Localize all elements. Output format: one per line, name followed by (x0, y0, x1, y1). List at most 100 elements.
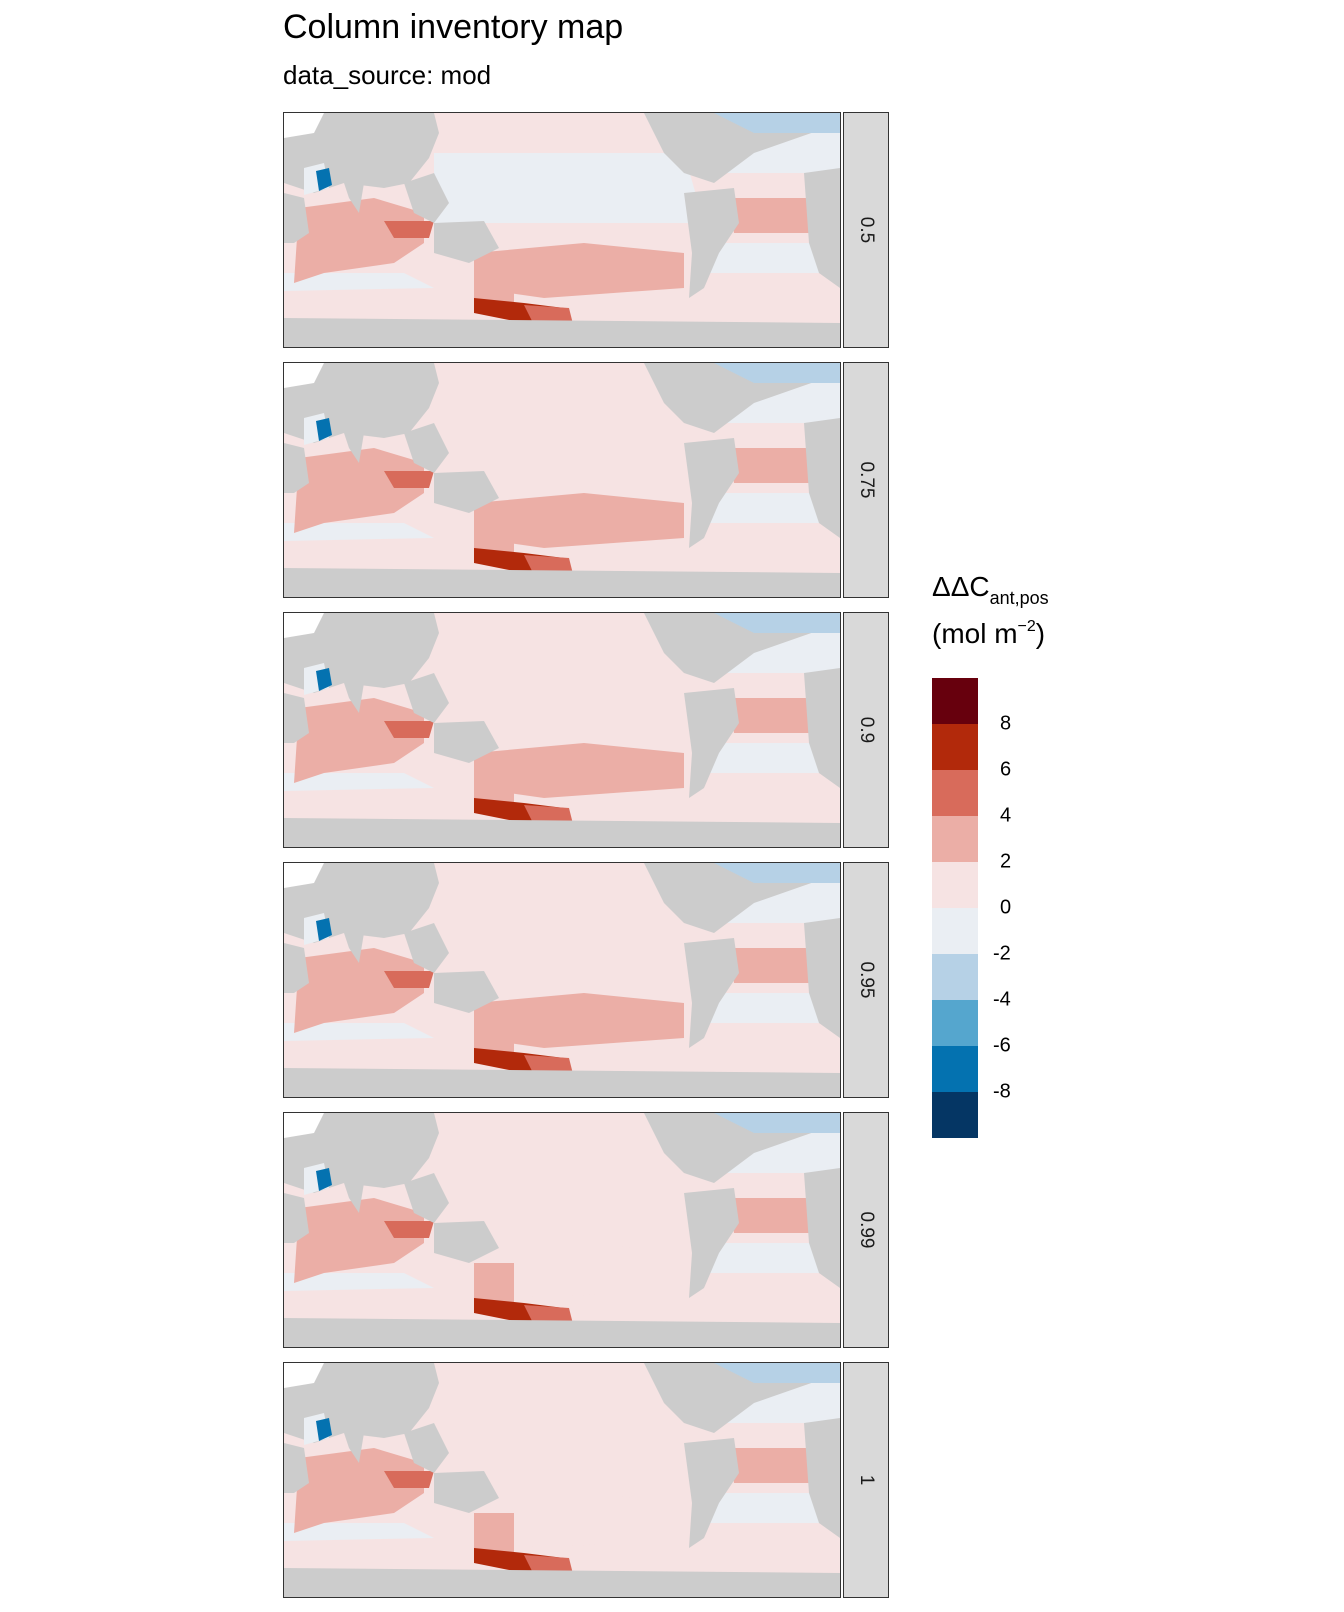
legend-unit-open: (mol m (932, 618, 1018, 649)
facet-strip: 0.99 (843, 1112, 889, 1348)
india (344, 933, 364, 963)
plot-title: Column inventory map (283, 8, 624, 46)
facet-strip: 0.75 (843, 362, 889, 598)
colorbar-tick-label: 2 (1000, 850, 1012, 873)
north-atlantic-cold (714, 113, 840, 133)
facet-panel: 0.5 (283, 112, 889, 348)
tasman-anomaly (474, 513, 514, 553)
legend-title-sub: ant,pos (989, 588, 1049, 608)
equatorial-pacific (434, 1153, 704, 1223)
australia (434, 971, 499, 1013)
red-sea-dark (316, 1168, 332, 1191)
australia (434, 1471, 499, 1513)
indonesian-throughflow (384, 221, 434, 238)
southern-indian-band (284, 1273, 434, 1291)
south-pacific-anomaly (474, 1493, 684, 1548)
facet-strip: 0.5 (843, 112, 889, 348)
south-atlantic-band (704, 1243, 840, 1273)
colorbar-bin (932, 1092, 978, 1138)
facet-panel: 0.9 (283, 612, 889, 848)
antarctica (284, 1568, 840, 1597)
colorbar-tick-label: 4 (1000, 804, 1012, 827)
australia (434, 721, 499, 763)
antarctica (284, 318, 840, 347)
tasman-anomaly (474, 763, 514, 803)
southeast-asia (404, 1423, 449, 1473)
south-atlantic-anomaly (729, 1448, 814, 1483)
africa-west (804, 1418, 840, 1538)
facet-label: 0.95 (856, 961, 877, 999)
indian-ocean-anomaly (294, 448, 424, 533)
indian-ocean-anomaly (294, 1198, 424, 1283)
legend: ΔΔCant,pos (mol m−2) (932, 570, 1049, 656)
map-area (283, 1112, 841, 1348)
colorbar-bin (932, 954, 978, 1000)
colorbar-tick-label: -2 (993, 942, 1011, 965)
north-atlantic-cold (714, 863, 840, 883)
india (344, 683, 364, 713)
antarctica (284, 1318, 840, 1347)
red-sea-dark (316, 918, 332, 941)
africa-west (804, 1168, 840, 1288)
map-area (283, 362, 841, 598)
red-sea-dark (316, 168, 332, 191)
colorbar-bin (932, 1000, 978, 1046)
colorbar (932, 678, 978, 1138)
south-pacific-anomaly (474, 1243, 684, 1298)
southern-indian-band (284, 1023, 434, 1041)
colorbar-tick-label: 6 (1000, 758, 1012, 781)
southern-indian-band (284, 523, 434, 541)
south-atlantic-band (704, 1493, 840, 1523)
indonesian-throughflow (384, 1471, 434, 1488)
south-pacific-anomaly (474, 743, 684, 798)
africa-east (284, 193, 309, 243)
red-sea-dark (316, 1418, 332, 1441)
south-atlantic-anomaly (729, 698, 814, 733)
legend-title-main: ΔΔC (932, 571, 990, 602)
south-america (684, 188, 739, 298)
south-atlantic-band (704, 493, 840, 523)
plot-subtitle: data_source: mod (283, 60, 492, 90)
australia (434, 471, 499, 513)
antarctica (284, 568, 840, 597)
south-america (684, 438, 739, 548)
facet-label: 0.75 (856, 461, 877, 499)
colorbar-bin (932, 908, 978, 954)
map-area (283, 112, 841, 348)
south-america (684, 1438, 739, 1548)
map-area (283, 612, 841, 848)
tasman-anomaly (474, 1263, 514, 1303)
indian-ocean-anomaly (294, 1448, 424, 1533)
red-sea-dark (316, 418, 332, 441)
southeast-asia (404, 173, 449, 223)
australia (434, 221, 499, 263)
southeast-asia (404, 1173, 449, 1223)
facet-strip: 0.95 (843, 862, 889, 1098)
facet-label: 0.9 (856, 716, 877, 744)
legend-title: ΔΔCant,pos (932, 570, 1049, 608)
tasman-anomaly (474, 1013, 514, 1053)
arctic-white (284, 613, 324, 638)
indian-ocean-anomaly (294, 948, 424, 1033)
equatorial-pacific (434, 903, 704, 973)
indian-ocean-anomaly (294, 198, 424, 283)
north-atlantic-cold (714, 613, 840, 633)
facet-label: 0.5 (856, 216, 877, 244)
africa-west (804, 168, 840, 288)
africa-west (804, 668, 840, 788)
africa-east (284, 693, 309, 743)
colorbar-tick-label: -4 (993, 988, 1011, 1011)
facet-label: 0.99 (856, 1211, 877, 1249)
arctic-white (284, 363, 324, 388)
africa-east (284, 1193, 309, 1243)
facet-panel: 0.95 (283, 862, 889, 1098)
south-atlantic-band (704, 743, 840, 773)
south-atlantic-band (704, 243, 840, 273)
southeast-asia (404, 423, 449, 473)
south-pacific-anomaly (474, 493, 684, 548)
indonesian-throughflow (384, 471, 434, 488)
south-atlantic-band (704, 993, 840, 1023)
colorbar-tick-label: 0 (1000, 896, 1012, 919)
legend-unit-close: ) (1035, 618, 1046, 649)
facet-label: 1 (856, 1474, 877, 1486)
